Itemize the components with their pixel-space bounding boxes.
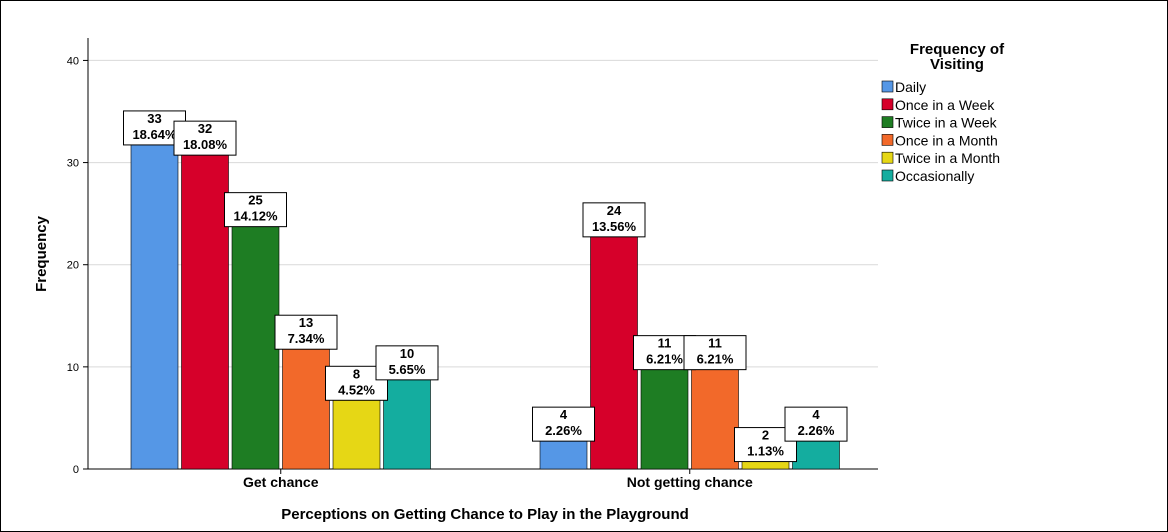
- data-label-count: 4: [560, 407, 568, 422]
- data-label-count: 2: [762, 428, 769, 443]
- legend-item-label: Occasionally: [895, 168, 974, 184]
- data-label-count: 11: [708, 336, 722, 351]
- x-axis-title: Perceptions on Getting Chance to Play in…: [281, 506, 689, 523]
- data-label-percent: 6.21%: [646, 352, 683, 367]
- data-label-percent: 2.26%: [798, 423, 835, 438]
- data-label-percent: 1.13%: [747, 444, 784, 459]
- data-label-box: [224, 192, 287, 228]
- data-label-count: 32: [198, 121, 212, 136]
- data-label-count: 10: [400, 346, 414, 361]
- legend-item-label: Twice in a Week: [895, 115, 998, 131]
- x-tick-label: Get chance: [243, 474, 319, 490]
- bar: [691, 356, 739, 470]
- legend-swatch: [881, 98, 894, 111]
- data-label-count: 25: [248, 193, 262, 208]
- data-label-box: [784, 406, 848, 442]
- x-tick-label: Not getting chance: [627, 474, 753, 490]
- data-label-count: 13: [299, 315, 313, 330]
- data-label-percent: 14.12%: [233, 209, 278, 224]
- data-label-box: [683, 335, 747, 371]
- bars: [130, 131, 840, 470]
- legend-swatch: [881, 134, 894, 146]
- data-label-percent: 7.34%: [288, 331, 325, 346]
- legend-swatch: [881, 116, 894, 128]
- y-tick-label: 40: [67, 55, 79, 67]
- y-tick-label: 20: [67, 260, 79, 272]
- legend-item-label: Once in a Month: [895, 132, 998, 148]
- legend-item-label: Twice in a Month: [895, 150, 1000, 166]
- data-label-percent: 4.52%: [338, 382, 375, 397]
- bar: [640, 356, 689, 470]
- data-label-percent: 13.56%: [592, 219, 637, 234]
- bar: [282, 335, 330, 470]
- data-label-percent: 18.08%: [183, 137, 228, 152]
- legend-swatch: [881, 151, 894, 164]
- data-label-box: [274, 314, 338, 350]
- y-tick-label: 0: [73, 464, 79, 476]
- data-label-count: 4: [812, 407, 820, 422]
- bar: [181, 141, 229, 470]
- y-tick-label: 10: [67, 362, 79, 374]
- legend-swatch: [881, 169, 894, 182]
- bar: [130, 131, 179, 470]
- legend-item-label: Once in a Week: [895, 97, 995, 113]
- data-label-percent: 6.21%: [697, 352, 734, 367]
- data-label-count: 11: [658, 336, 672, 351]
- legend-item-label: Daily: [895, 79, 926, 95]
- legend-swatch: [881, 80, 894, 93]
- bar: [383, 366, 431, 470]
- data-label-box: [582, 202, 646, 238]
- bar: [590, 223, 638, 470]
- bar: [332, 386, 381, 470]
- data-label-box: [375, 345, 439, 381]
- legend-title: Frequency of: [910, 41, 1005, 58]
- y-axis-title: Frequency: [33, 215, 50, 292]
- data-label-percent: 18.64%: [132, 127, 177, 142]
- legend-title: Visiting: [930, 56, 984, 73]
- data-label-percent: 5.65%: [389, 362, 426, 377]
- data-label-count: 8: [353, 366, 360, 381]
- data-label-percent: 2.26%: [545, 423, 582, 438]
- bar: [231, 213, 280, 470]
- data-label-count: 24: [607, 203, 622, 218]
- data-label-box: [532, 406, 595, 442]
- data-label-count: 33: [147, 111, 161, 126]
- y-tick-label: 30: [67, 158, 79, 170]
- data-label-box: [173, 120, 237, 156]
